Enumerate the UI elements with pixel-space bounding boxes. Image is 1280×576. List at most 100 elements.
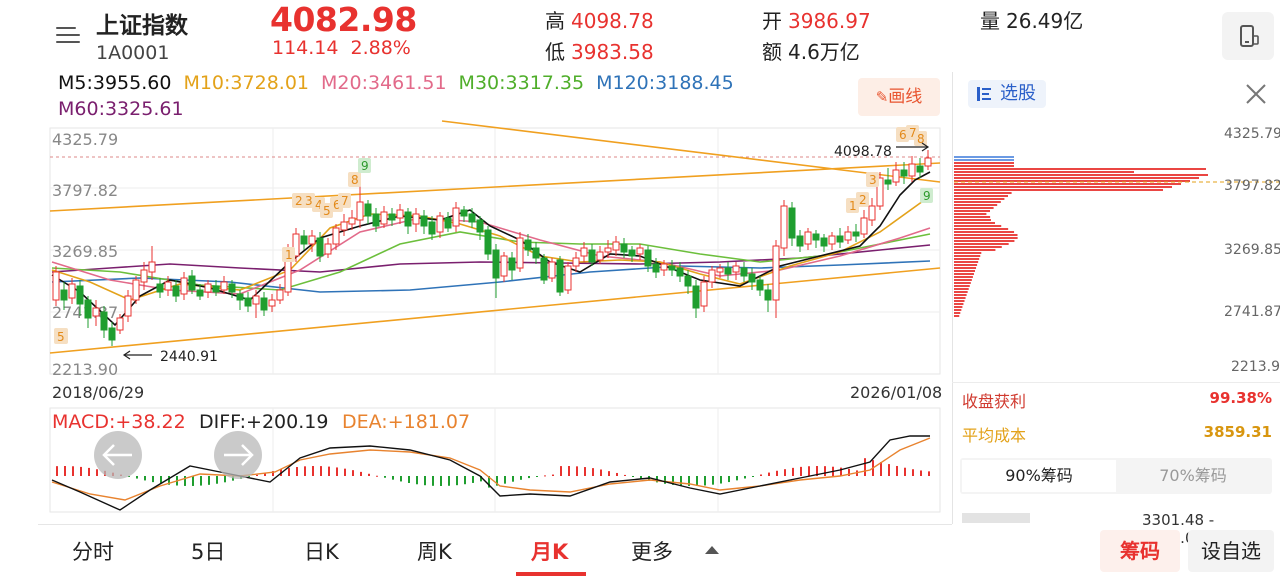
svg-text:7: 7 (909, 126, 917, 140)
candle (132, 276, 140, 304)
chip-bar (954, 315, 960, 317)
chip-bar (954, 282, 971, 284)
candle (812, 230, 820, 248)
tab-90-chips[interactable]: 90%筹码 (962, 460, 1116, 492)
profit-label: 收盘获利 (962, 392, 1027, 411)
tab-70-chips[interactable]: 70%筹码 (1159, 466, 1227, 485)
chip-bar (954, 198, 1005, 200)
candle (412, 208, 420, 232)
candle (436, 212, 444, 238)
chip-bar (954, 294, 967, 296)
macd-bar (344, 468, 346, 476)
trend-lines[interactable] (49, 120, 941, 354)
caret-up-icon[interactable] (705, 546, 719, 554)
add-watchlist-button[interactable]: 设自选 (1188, 530, 1274, 572)
rp-axis-2: 3797.82 (1224, 178, 1280, 194)
chip-bar (954, 165, 1014, 167)
macd-bar (96, 469, 98, 476)
dea-value: DEA:+181.07 (342, 411, 470, 433)
chip-bar (954, 273, 974, 275)
candle (540, 254, 548, 284)
candle (60, 282, 68, 310)
macd-bar (544, 475, 546, 477)
date-end: 2026/01/08 (850, 383, 942, 402)
chip-bar (954, 195, 1008, 197)
chip-bar (954, 285, 970, 287)
chip-bar (954, 180, 1190, 182)
macd-bar (424, 476, 426, 486)
chip-bar (954, 219, 991, 221)
chip-bar (954, 210, 990, 212)
stat-high-label: 高 (545, 9, 565, 33)
macd-bar (480, 476, 482, 482)
macd-bar (336, 467, 338, 476)
menu-icon[interactable] (52, 20, 82, 50)
td-markers-mid: 1 2 3 4 5 6 789 (282, 158, 371, 262)
tab-weekly-k[interactable]: 周K (417, 540, 452, 564)
candle (780, 200, 788, 256)
axis-label-5: 2213.90 (52, 360, 118, 379)
candle (676, 262, 684, 282)
candle (172, 280, 180, 302)
macd-bar (504, 476, 506, 484)
macd-bar (608, 471, 610, 476)
candle (516, 232, 524, 272)
candle (604, 240, 612, 258)
tab-5day[interactable]: 5日 (191, 540, 226, 564)
close-panel-button[interactable] (1240, 80, 1272, 108)
axis-label-3: 3269.85 (52, 242, 118, 261)
pencil-icon: ✎ (875, 88, 889, 106)
candle (908, 156, 916, 182)
macd-bar (624, 474, 626, 476)
macd-bar (520, 476, 522, 480)
next-arrow-button[interactable] (214, 431, 262, 479)
candle (716, 264, 724, 278)
candle (124, 290, 132, 322)
tabbar-divider (38, 524, 952, 525)
tab-monthly-k[interactable]: 月K (531, 540, 569, 564)
macd-bar (792, 467, 794, 476)
device-toggle-button[interactable] (1222, 12, 1274, 60)
candle (212, 280, 220, 296)
tab-more[interactable]: 更多 (631, 540, 673, 564)
macd-bar (152, 476, 154, 483)
candle (548, 258, 556, 282)
candle (324, 238, 332, 258)
candle (628, 246, 636, 262)
macd-bar (88, 467, 90, 476)
candle (188, 270, 196, 294)
chip-bar (954, 246, 1002, 248)
stat-low: 低 3983.58 (545, 36, 654, 65)
chip-bar (954, 168, 1206, 170)
tab-intraday[interactable]: 分时 (72, 540, 114, 564)
macd-bar (552, 474, 554, 476)
candle (868, 198, 876, 226)
chip-bar (954, 186, 1172, 188)
candle (156, 278, 164, 298)
stock-picker-button[interactable]: 选股 (968, 80, 1046, 108)
macd-bar (824, 466, 826, 476)
candle (708, 266, 716, 288)
index-name: 上证指数 (96, 13, 188, 39)
td-marker: 3 (302, 193, 315, 208)
candle (820, 234, 828, 252)
candle (844, 226, 852, 244)
chip-bar (954, 312, 961, 314)
chips-button[interactable]: 筹码 (1100, 530, 1180, 572)
candle (636, 244, 644, 260)
chip-bar (954, 162, 1014, 164)
close-icon (1246, 84, 1266, 104)
macd-bar (144, 476, 146, 481)
td-marker: 9 (920, 188, 933, 203)
stat-low-value: 3983.58 (571, 40, 654, 64)
candle (612, 236, 620, 256)
ma-legend-row1: M5:3955.60 M10:3728.01 M20:3461.51 M30:3317… (58, 72, 746, 94)
chip-bar (954, 261, 979, 263)
change-percent: 2.88% (350, 37, 411, 59)
ma-legend-row2: M60:3325.61 (58, 98, 196, 120)
tab-daily-k[interactable]: 日K (304, 540, 339, 564)
prev-arrow-button[interactable] (94, 431, 142, 479)
candle (332, 224, 340, 250)
draw-line-button[interactable]: ✎画线 (858, 78, 940, 116)
